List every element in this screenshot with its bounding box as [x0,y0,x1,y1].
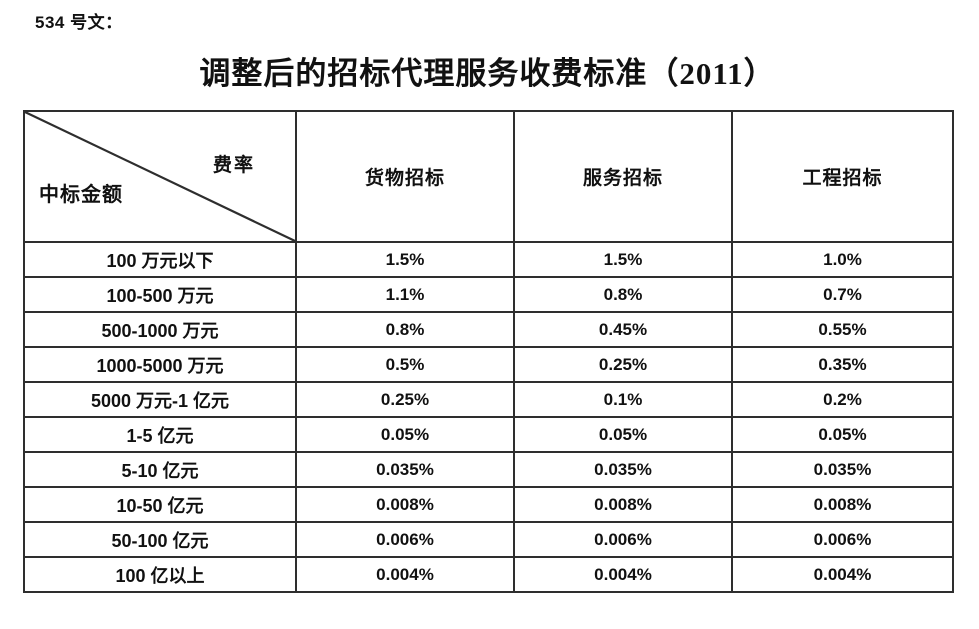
fee-value: 0.006% [513,521,733,558]
fee-value: 0.006% [295,521,515,558]
fee-value: 0.004% [295,556,515,593]
row-label: 500-1000 万元 [23,311,297,348]
row-label: 10-50 亿元 [23,486,297,523]
column-header-goods: 货物招标 [295,110,515,243]
fee-value: 0.035% [513,451,733,488]
fee-value: 0.035% [731,451,954,488]
fee-value: 0.05% [731,416,954,453]
row-label: 1000-5000 万元 [23,346,297,383]
fee-rate-table: 费率 中标金额 货物招标 服务招标 工程招标 100 万元以下 1.5% 1.5… [23,110,954,593]
fee-value: 0.2% [731,381,954,418]
fee-value: 0.05% [295,416,515,453]
row-label: 50-100 亿元 [23,521,297,558]
row-label: 5-10 亿元 [23,451,297,488]
table-row: 100 亿以上 0.004% 0.004% 0.004% [23,556,954,593]
table-row: 500-1000 万元 0.8% 0.45% 0.55% [23,311,954,348]
fee-value: 1.1% [295,276,515,313]
row-label: 100 亿以上 [23,556,297,593]
fee-value: 0.004% [513,556,733,593]
fee-value: 0.25% [513,346,733,383]
table-row: 5-10 亿元 0.035% 0.035% 0.035% [23,451,954,488]
fee-value: 0.25% [295,381,515,418]
fee-value: 0.004% [731,556,954,593]
column-header-engineering: 工程招标 [731,110,954,243]
table-row: 10-50 亿元 0.008% 0.008% 0.008% [23,486,954,523]
table-row: 100-500 万元 1.1% 0.8% 0.7% [23,276,954,313]
fee-value: 1.5% [295,241,515,278]
row-label: 1-5 亿元 [23,416,297,453]
row-label: 100 万元以下 [23,241,297,278]
fee-value: 0.035% [295,451,515,488]
fee-value: 0.008% [513,486,733,523]
fee-value: 0.1% [513,381,733,418]
table-row: 50-100 亿元 0.006% 0.006% 0.006% [23,521,954,558]
fee-value: 1.5% [513,241,733,278]
fee-value: 0.006% [731,521,954,558]
corner-header-cell: 费率 中标金额 [23,110,297,243]
fee-value: 0.55% [731,311,954,348]
fee-value: 0.35% [731,346,954,383]
row-label: 100-500 万元 [23,276,297,313]
column-header-services: 服务招标 [513,110,733,243]
table-row: 100 万元以下 1.5% 1.5% 1.0% [23,241,954,278]
fee-value: 0.5% [295,346,515,383]
table-row: 5000 万元-1 亿元 0.25% 0.1% 0.2% [23,381,954,418]
doc-number-label: 534 号文： [35,13,123,32]
fee-value: 1.0% [731,241,954,278]
fee-value: 0.7% [731,276,954,313]
fee-value: 0.05% [513,416,733,453]
fee-value: 0.8% [295,311,515,348]
table-row: 1-5 亿元 0.05% 0.05% 0.05% [23,416,954,453]
row-label: 5000 万元-1 亿元 [23,381,297,418]
table-row: 1000-5000 万元 0.5% 0.25% 0.35% [23,346,954,383]
corner-label-amount: 中标金额 [39,184,123,206]
fee-value: 0.8% [513,276,733,313]
fee-value: 0.008% [295,486,515,523]
fee-value: 0.008% [731,486,954,523]
table-header-row: 费率 中标金额 货物招标 服务招标 工程招标 [23,110,954,243]
page-title: 调整后的招标代理服务收费标准（2011） [199,56,776,91]
diagonal-divider-line [26,113,294,240]
fee-value: 0.45% [513,311,733,348]
corner-label-rate: 费率 [212,155,255,176]
